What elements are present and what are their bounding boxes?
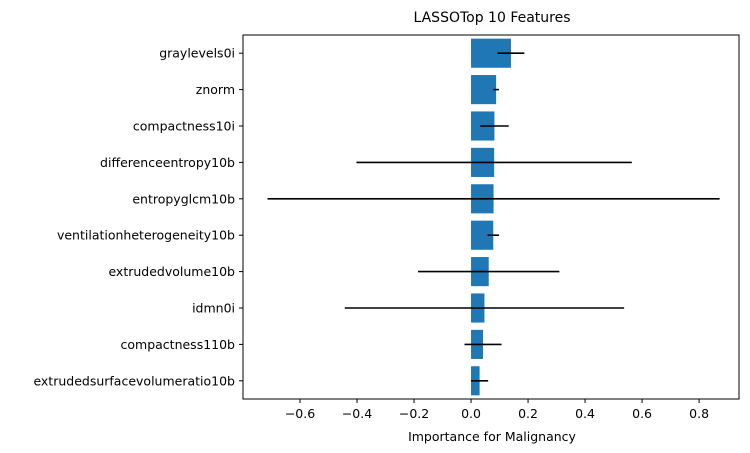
plot-frame [242, 34, 740, 400]
x-tick-label: 0.2 [518, 406, 538, 421]
y-tick-label: idmn0i [192, 301, 235, 316]
x-tick-label: −0.2 [399, 406, 429, 421]
y-tick-label: compactness110b [121, 337, 236, 352]
y-tick-label: graylevels0i [159, 46, 235, 61]
x-tick-label: 0.8 [689, 406, 709, 421]
plot-area: graylevels0i znorm compactness10i differenc… [33, 38, 720, 421]
y-tick-label: entropyglcm10b [132, 191, 235, 206]
bar [471, 75, 497, 105]
y-tick-label: extrudedvolume10b [108, 264, 235, 279]
y-tick-label: znorm [196, 82, 235, 97]
bar [471, 220, 494, 250]
x-tick-label: 0.0 [461, 406, 481, 421]
x-axis-label: Importance for Malignancy [408, 429, 576, 444]
x-tick-label: −0.6 [285, 406, 315, 421]
y-tick-label: differenceentropy10b [100, 155, 235, 170]
chart-title: LASSOTop 10 Features [413, 10, 570, 26]
y-tick-label: ventilationheterogeneity10b [57, 228, 235, 243]
y-tick-label: compactness10i [133, 119, 235, 134]
x-tick-label: 0.6 [632, 406, 652, 421]
y-tick-label: extrudedsurfacevolumeratio10b [33, 373, 235, 388]
x-tick-label: −0.4 [342, 406, 372, 421]
x-tick-label: 0.4 [575, 406, 595, 421]
